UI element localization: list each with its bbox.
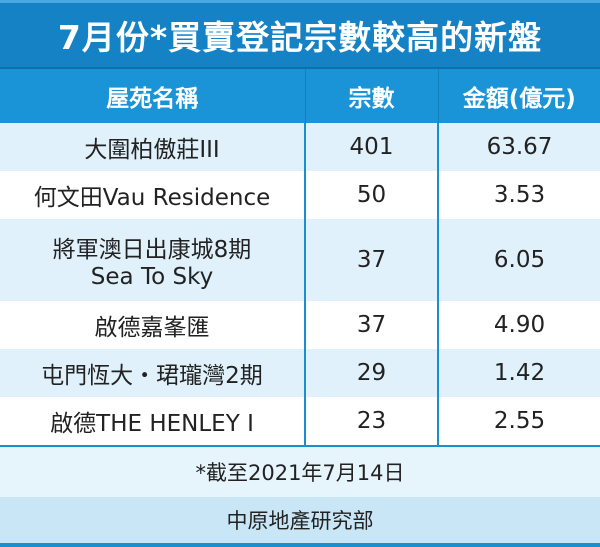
estate-name-line2: Sea To Sky — [90, 264, 214, 290]
column-header-amount: 金額(億元) — [437, 69, 600, 123]
table-row: 屯門恆大・珺瓏灣2期 29 1.42 — [0, 349, 600, 397]
table-row: 啟德嘉峯匯 37 4.90 — [0, 301, 600, 349]
table-row: 何文田Vau Residence 50 3.53 — [0, 171, 600, 219]
footnote: *截至2021年7月14日 — [0, 445, 600, 497]
amount: 3.53 — [437, 171, 600, 219]
transaction-count: 23 — [304, 397, 438, 445]
amount: 1.42 — [437, 349, 600, 397]
source: 中原地產研究部 — [0, 497, 600, 547]
table-row: 將軍澳日出康城8期 Sea To Sky 37 6.05 — [0, 219, 600, 301]
estate-name-cell: 將軍澳日出康城8期 Sea To Sky — [0, 219, 305, 301]
transaction-count: 29 — [304, 349, 438, 397]
table-row: 啟德THE HENLEY I 23 2.55 — [0, 397, 600, 445]
estate-name: 何文田Vau Residence — [0, 171, 305, 219]
table-row: 大圍柏傲莊III 401 63.67 — [0, 123, 600, 171]
estate-name: 啟德THE HENLEY I — [0, 397, 305, 445]
header-row: 屋苑名稱 宗數 金額(億元) — [0, 69, 600, 123]
estate-name: 啟德嘉峯匯 — [0, 301, 305, 349]
amount: 6.05 — [437, 219, 600, 301]
estate-name: 大圍柏傲莊III — [0, 123, 305, 171]
amount: 4.90 — [437, 301, 600, 349]
transaction-count: 37 — [304, 301, 438, 349]
transaction-count: 50 — [304, 171, 438, 219]
new-developments-table: 屋苑名稱 宗數 金額(億元) 大圍柏傲莊III 401 63.67 何文田Vau… — [0, 69, 600, 445]
amount: 63.67 — [437, 123, 600, 171]
column-header-count: 宗數 — [304, 69, 438, 123]
estate-name: 屯門恆大・珺瓏灣2期 — [0, 349, 305, 397]
transaction-count: 37 — [304, 219, 438, 301]
amount: 2.55 — [437, 397, 600, 445]
estate-name: 將軍澳日出康城8期 — [52, 237, 252, 263]
column-header-name: 屋苑名稱 — [0, 69, 305, 123]
transaction-count: 401 — [304, 123, 438, 171]
table-title: 7月份*買賣登記宗數較高的新盤 — [0, 3, 600, 69]
